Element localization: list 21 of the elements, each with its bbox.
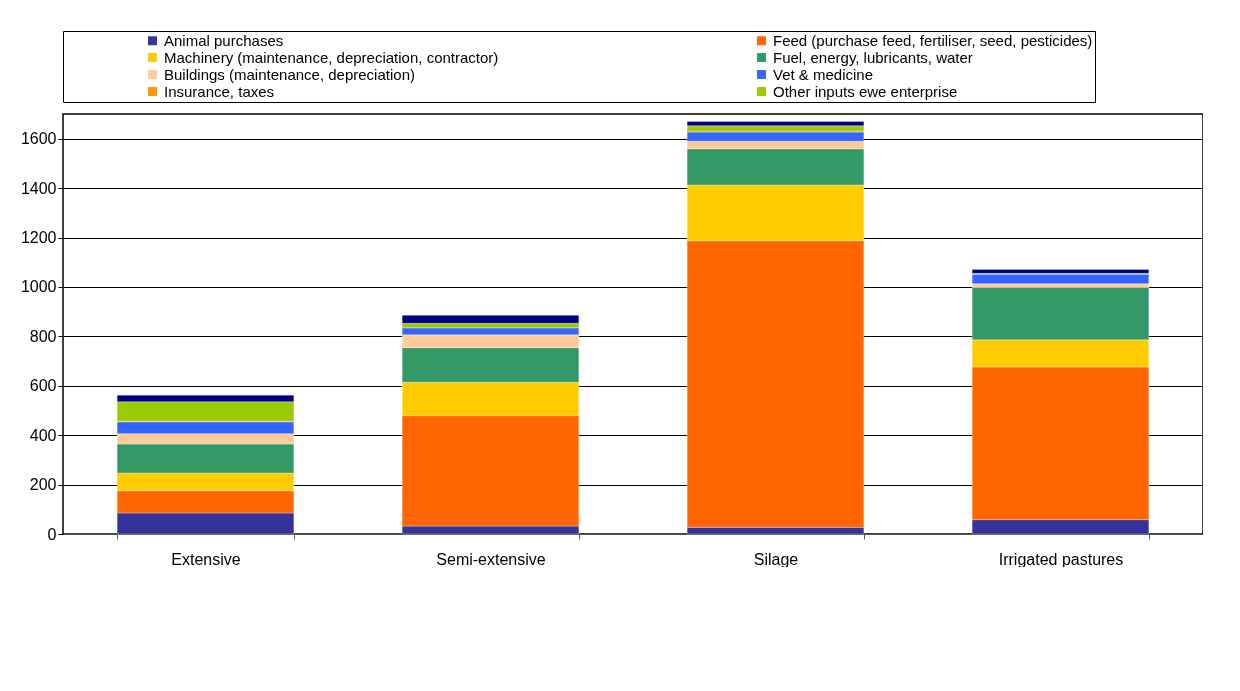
y-tick-label: 600 [29,377,57,395]
legend-label: Other inputs ewe enterprise [773,82,958,100]
y-tick-label: 400 [29,426,57,444]
y-tick-label: 1000 [20,278,57,296]
y-tick-label: 1600 [20,130,57,148]
legend-label: Vet & medicine [773,65,874,83]
x-tick-label: Extensive [171,550,241,568]
y-tick-label: 800 [29,327,57,345]
legend-label: Machinery (maintenance, depreciation, contractor) [164,48,499,66]
x-tick-label: Semi-extensive [436,550,546,568]
legend-label: Animal purchases [164,31,284,49]
legend-label: Feed (purchase feed, fertiliser, seed, pesticides) [773,31,1093,49]
y-tick-label: 1200 [20,229,57,247]
legend-label: Buildings (maintenance, depreciation) [164,65,415,83]
y-tick-label: 0 [47,525,57,543]
x-tick-label: Silage [753,550,799,568]
legend-label: Fuel, energy, lubricants, water [773,48,973,66]
y-tick-label: 1400 [20,179,57,197]
x-tick-label: Irrigated pastures [998,550,1124,568]
y-tick-label: 200 [29,476,57,494]
legend-label: Insurance, taxes [164,82,275,100]
